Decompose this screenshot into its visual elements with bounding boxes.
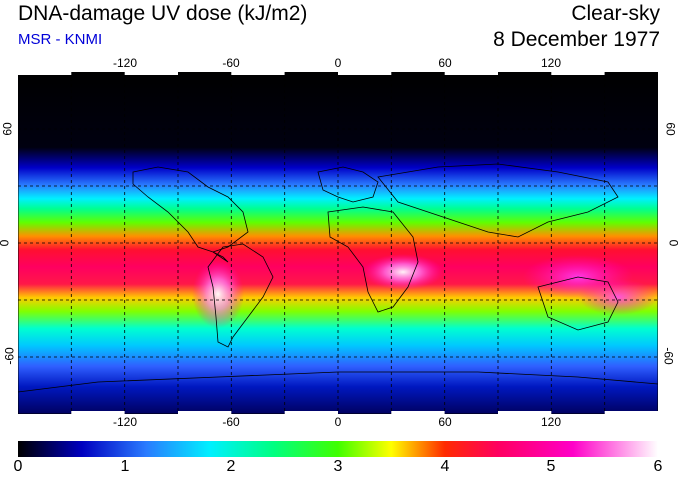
lon-tick-top: -60 bbox=[222, 56, 240, 70]
lat-tick-right: -60 bbox=[661, 347, 676, 365]
australia-outline bbox=[537, 276, 619, 331]
hotspot-tasman bbox=[578, 279, 658, 315]
colorbar-label: 5 bbox=[546, 458, 556, 475]
africa-outline bbox=[327, 206, 419, 313]
source-label: MSR - KNMI bbox=[18, 31, 103, 48]
sky-condition-label: Clear-sky bbox=[571, 2, 660, 25]
lat-tick-right: 0 bbox=[667, 240, 678, 247]
hotspot-south-america bbox=[192, 260, 244, 328]
colorbar-label: 6 bbox=[653, 458, 663, 475]
lon-tick-bottom: 0 bbox=[334, 415, 342, 429]
gridlines bbox=[18, 72, 658, 414]
colorbar-label: 3 bbox=[333, 458, 343, 475]
south-america-outline bbox=[207, 243, 274, 348]
colorbar bbox=[18, 441, 658, 457]
colorbar-label: 2 bbox=[226, 458, 236, 475]
lon-tick-top: 0 bbox=[334, 56, 342, 70]
north-america-outline bbox=[132, 166, 249, 253]
lon-tick-bottom: 120 bbox=[540, 415, 562, 429]
lon-tick-bottom: -120 bbox=[112, 415, 138, 429]
europe-outline bbox=[317, 166, 379, 203]
lon-tick-top: 120 bbox=[540, 56, 562, 70]
lat-tick-left: 0 bbox=[0, 240, 11, 247]
colorbar-label: 4 bbox=[440, 458, 450, 475]
asia-outline bbox=[377, 163, 619, 238]
lat-tick-left: -60 bbox=[2, 347, 17, 365]
uv-dose-map bbox=[18, 72, 658, 414]
hotspot-africa bbox=[363, 254, 443, 290]
map-frame bbox=[18, 72, 658, 414]
colorbar-label: 1 bbox=[120, 458, 130, 475]
lon-tick-top: 60 bbox=[438, 56, 452, 70]
map-title: DNA-damage UV dose (kJ/m2) bbox=[18, 2, 308, 25]
lat-tick-right: 60 bbox=[663, 122, 678, 136]
lon-tick-top: -120 bbox=[112, 56, 138, 70]
date-label: 8 December 1977 bbox=[493, 28, 660, 51]
lon-tick-bottom: 60 bbox=[438, 415, 452, 429]
central-america-outline bbox=[212, 251, 229, 263]
colorbar-label: 0 bbox=[13, 458, 23, 475]
lat-tick-left: 60 bbox=[0, 122, 15, 136]
lon-tick-bottom: -60 bbox=[222, 415, 240, 429]
